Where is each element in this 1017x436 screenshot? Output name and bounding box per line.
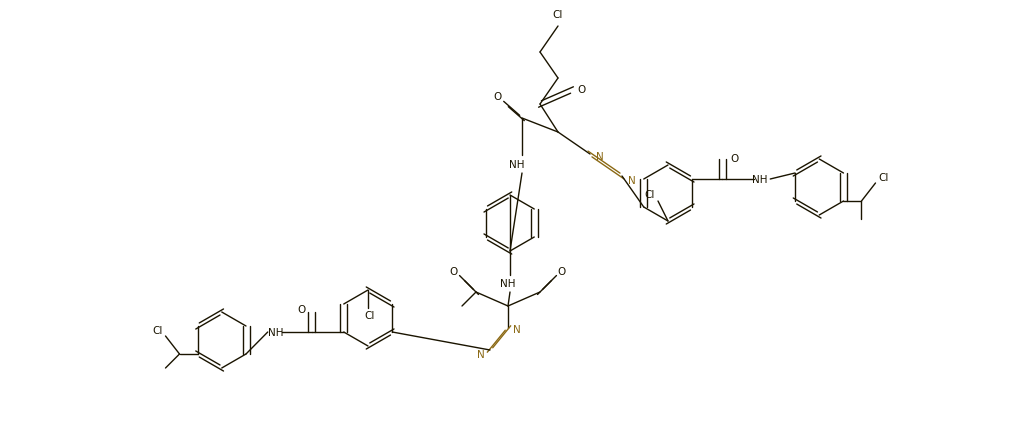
Text: O: O <box>298 305 306 315</box>
Text: NH: NH <box>500 279 516 289</box>
Text: NH: NH <box>268 328 284 338</box>
Text: O: O <box>730 154 738 164</box>
Text: O: O <box>577 85 585 95</box>
Text: Cl: Cl <box>645 190 655 200</box>
Text: NH: NH <box>510 160 525 170</box>
Text: Cl: Cl <box>365 311 375 321</box>
Text: N: N <box>629 176 636 186</box>
Text: O: O <box>558 267 566 277</box>
Text: Cl: Cl <box>879 173 889 183</box>
Text: Cl: Cl <box>553 10 563 20</box>
Text: N: N <box>514 325 521 335</box>
Text: O: O <box>450 267 458 277</box>
Text: O: O <box>494 92 502 102</box>
Text: Cl: Cl <box>153 326 163 336</box>
Text: NH: NH <box>753 175 768 185</box>
Text: N: N <box>596 152 604 162</box>
Text: N: N <box>477 350 485 360</box>
